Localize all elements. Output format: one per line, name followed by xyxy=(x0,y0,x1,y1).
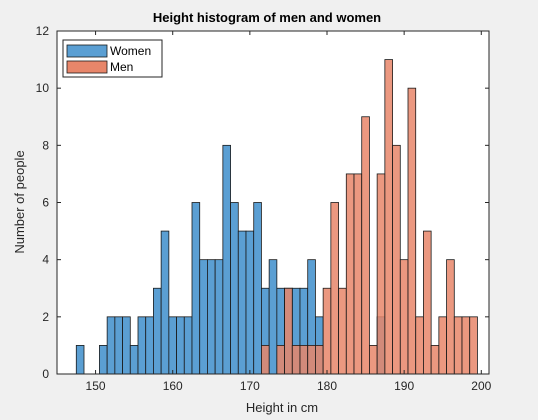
y-tick-label: 12 xyxy=(36,24,50,38)
y-axis-label: Number of people xyxy=(12,150,27,253)
women-bar xyxy=(75,345,85,375)
women-bar xyxy=(222,144,231,375)
men-bar xyxy=(353,173,363,375)
men-bar xyxy=(469,316,478,375)
legend-label-men: Men xyxy=(110,60,133,74)
men-bar xyxy=(415,316,424,375)
men-bar xyxy=(446,259,455,375)
women-bar xyxy=(137,316,147,375)
x-tick-label: 160 xyxy=(163,379,183,393)
men-bar xyxy=(438,316,447,375)
chart-title: Height histogram of men and women xyxy=(153,10,381,25)
women-bar xyxy=(145,316,154,375)
men-bar xyxy=(322,287,332,375)
x-tick-label: 190 xyxy=(394,379,414,393)
men-bar xyxy=(423,230,432,375)
women-bar xyxy=(268,259,278,375)
y-tick-label: 4 xyxy=(42,253,49,267)
men-bar xyxy=(276,345,285,375)
y-tick-label: 10 xyxy=(36,81,50,95)
women-bar xyxy=(207,259,216,375)
women-bar xyxy=(183,316,193,375)
x-axis-label: Height in cm xyxy=(246,400,318,415)
men-bar xyxy=(345,173,355,375)
bars-layer xyxy=(75,59,478,375)
men-bar xyxy=(399,259,409,375)
y-tick-label: 2 xyxy=(42,310,49,324)
women-bar xyxy=(114,316,123,375)
y-tick-label: 6 xyxy=(42,196,49,210)
y-tick-label: 8 xyxy=(42,138,49,152)
women-bar xyxy=(199,259,208,375)
men-bar xyxy=(338,287,347,375)
men-bar xyxy=(361,116,370,375)
women-bar xyxy=(129,345,139,375)
men-bar xyxy=(307,345,316,375)
women-bar xyxy=(122,316,131,375)
men-bar xyxy=(315,345,324,375)
men-bar xyxy=(407,87,417,375)
men-bar xyxy=(430,345,440,375)
women-bar xyxy=(191,202,201,375)
women-bar xyxy=(230,202,239,375)
x-tick-label: 170 xyxy=(240,379,260,393)
women-bar xyxy=(253,202,262,375)
legend: Women Men xyxy=(62,39,163,78)
x-tick-label: 150 xyxy=(86,379,106,393)
men-bar xyxy=(384,59,393,375)
women-bar xyxy=(168,316,177,375)
men-bar xyxy=(330,202,339,375)
men-bar xyxy=(392,144,401,375)
women-bar xyxy=(176,316,185,375)
women-bar xyxy=(99,345,108,375)
women-bar xyxy=(214,259,224,375)
legend-swatch-women xyxy=(66,44,108,58)
men-bar xyxy=(291,345,301,375)
x-tick-label: 200 xyxy=(471,379,491,393)
men-bar xyxy=(376,173,386,375)
legend-swatch-men xyxy=(66,60,108,74)
women-bar xyxy=(106,316,116,375)
men-bar xyxy=(453,316,463,375)
men-bar xyxy=(261,345,270,375)
men-bar xyxy=(461,316,471,375)
women-bar xyxy=(245,230,255,375)
men-bar xyxy=(284,287,293,375)
women-bar xyxy=(153,287,162,375)
women-bar xyxy=(160,230,170,375)
men-bar xyxy=(299,345,309,375)
women-bar xyxy=(237,230,247,375)
x-tick-label: 180 xyxy=(317,379,337,393)
legend-label-women: Women xyxy=(110,44,151,58)
axes-layer: 150 160 170 180 190 200 0 2 4 6 8 10 12 xyxy=(36,24,492,393)
men-bar xyxy=(369,345,378,375)
y-tick-label: 0 xyxy=(42,367,49,381)
